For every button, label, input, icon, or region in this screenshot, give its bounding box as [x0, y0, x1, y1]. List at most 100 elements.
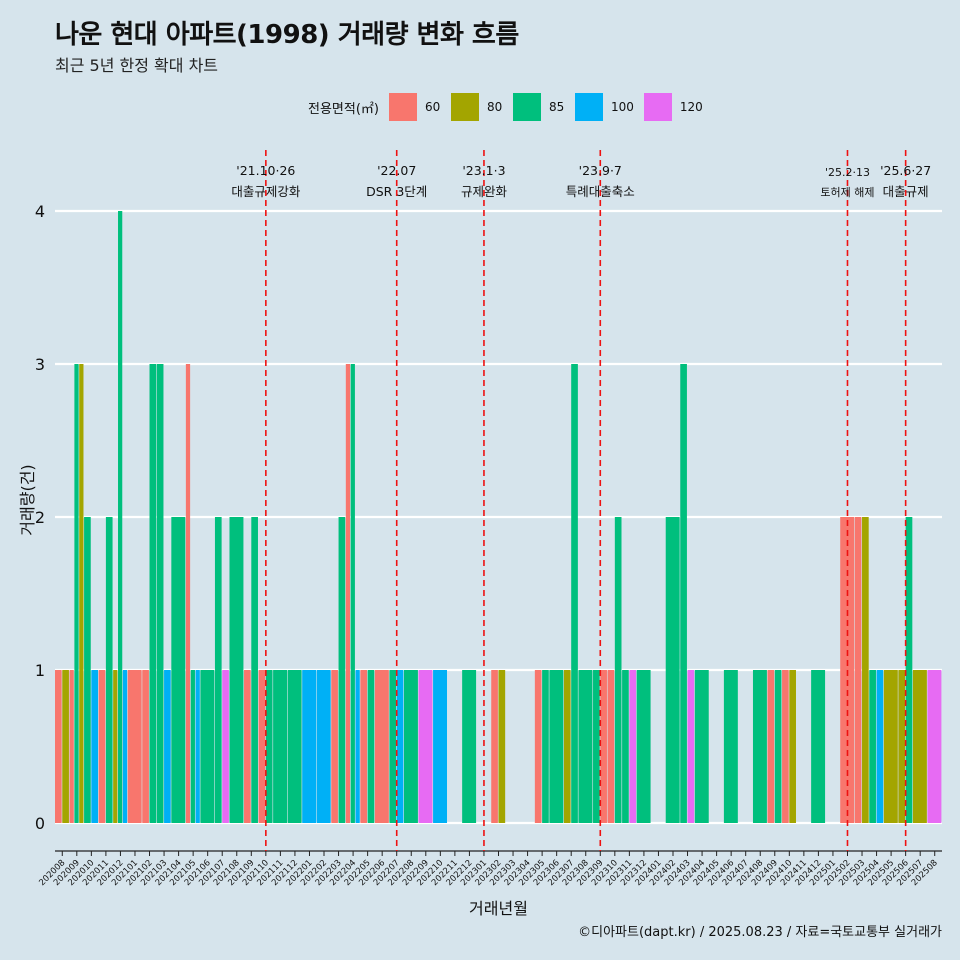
bar	[571, 364, 578, 823]
y-tick-label: 0	[35, 814, 45, 833]
event-date-label: '23.9·7	[579, 163, 622, 178]
bar	[91, 670, 99, 823]
bar	[105, 517, 113, 823]
source-caption: ©디아파트(dapt.kr) / 2025.08.23 / 자료=국토교통부 실…	[578, 925, 942, 940]
bar	[367, 670, 375, 823]
bar	[534, 670, 542, 823]
bar	[665, 517, 680, 823]
bar	[98, 670, 106, 823]
bar	[113, 670, 118, 823]
legend-swatch-80	[450, 93, 479, 121]
bar	[164, 670, 171, 823]
bar	[680, 364, 687, 823]
bar	[629, 670, 637, 823]
bar	[156, 364, 164, 823]
bar	[331, 670, 338, 823]
y-tick-label: 4	[35, 202, 45, 221]
bar	[694, 670, 709, 823]
x-axis-title: 거래년월	[469, 899, 528, 918]
event-label: 토허제 해제	[820, 185, 874, 199]
legend-item-120: 120	[643, 93, 703, 121]
bar	[767, 670, 775, 823]
bar	[55, 670, 62, 823]
bar	[149, 364, 157, 823]
bar	[258, 670, 266, 823]
y-tick-label: 1	[35, 661, 45, 680]
legend-item-60: 60	[388, 93, 441, 121]
bar	[578, 670, 593, 823]
bar	[79, 364, 84, 823]
bar	[927, 670, 942, 823]
legend-swatch-60	[388, 93, 417, 121]
bar	[789, 670, 796, 823]
bar	[316, 670, 331, 823]
y-axis-title: 거래량(건)	[18, 464, 37, 535]
bar	[912, 670, 927, 823]
bar	[593, 670, 600, 823]
legend-swatch-100	[574, 93, 603, 121]
bar	[600, 670, 607, 823]
legend-label-120: 120	[679, 100, 703, 114]
bar	[222, 670, 229, 823]
bar	[883, 670, 898, 823]
bar	[542, 670, 549, 823]
bar	[214, 517, 222, 823]
bar	[265, 670, 273, 823]
event-label: 규제완화	[461, 184, 508, 199]
bar	[811, 670, 826, 823]
bar	[462, 670, 477, 823]
bar	[687, 670, 695, 823]
legend-swatch-120	[643, 93, 672, 121]
legend: 전용면적(㎡) 60 80 85 100 120	[308, 93, 713, 121]
bar	[389, 670, 397, 823]
bar	[251, 517, 258, 823]
bar	[118, 211, 123, 823]
event-label: DSR 3단계	[366, 184, 427, 199]
bar	[636, 670, 651, 823]
legend-label-85: 85	[548, 100, 565, 114]
bar	[898, 670, 906, 823]
chart-title: 나운 현대 아파트(1998) 거래량 변화 흐름	[55, 20, 519, 50]
legend-label-80: 80	[486, 100, 503, 114]
bar	[69, 670, 74, 823]
bar	[549, 670, 564, 823]
legend-item-100: 100	[574, 93, 634, 121]
bar	[905, 517, 913, 823]
event-date-label: '23.1·3	[462, 163, 505, 178]
legend-label-100: 100	[610, 100, 634, 114]
bar	[614, 517, 622, 823]
bar	[774, 670, 782, 823]
bar	[273, 670, 288, 823]
bar	[84, 517, 91, 823]
bar	[200, 670, 215, 823]
bar	[244, 670, 251, 823]
bar	[622, 670, 629, 823]
bar	[396, 670, 404, 823]
bar	[782, 670, 789, 823]
y-tick-label: 3	[35, 355, 45, 374]
legend-title: 전용면적(㎡)	[308, 101, 379, 117]
bar	[302, 670, 317, 823]
bar	[498, 670, 506, 823]
bar	[195, 670, 200, 823]
event-date-label: '25.2·13	[825, 166, 870, 179]
bar	[345, 364, 351, 823]
legend-label-60: 60	[424, 100, 441, 114]
bar	[374, 670, 389, 823]
event-label: 대출규제	[883, 184, 929, 199]
bar	[142, 670, 149, 823]
event-date-label: '21.10·26	[236, 163, 295, 178]
legend-item-85: 85	[512, 93, 565, 121]
bar	[876, 670, 884, 823]
bar	[355, 670, 360, 823]
bar	[854, 517, 862, 823]
bar	[418, 670, 433, 823]
event-date-label: '25.6·27	[880, 163, 931, 178]
chart-subtitle: 최근 5년 한정 확대 차트	[55, 56, 219, 75]
bar	[74, 364, 79, 823]
bar	[229, 517, 244, 823]
bar	[350, 364, 355, 823]
bar	[723, 670, 738, 823]
bar	[752, 670, 767, 823]
